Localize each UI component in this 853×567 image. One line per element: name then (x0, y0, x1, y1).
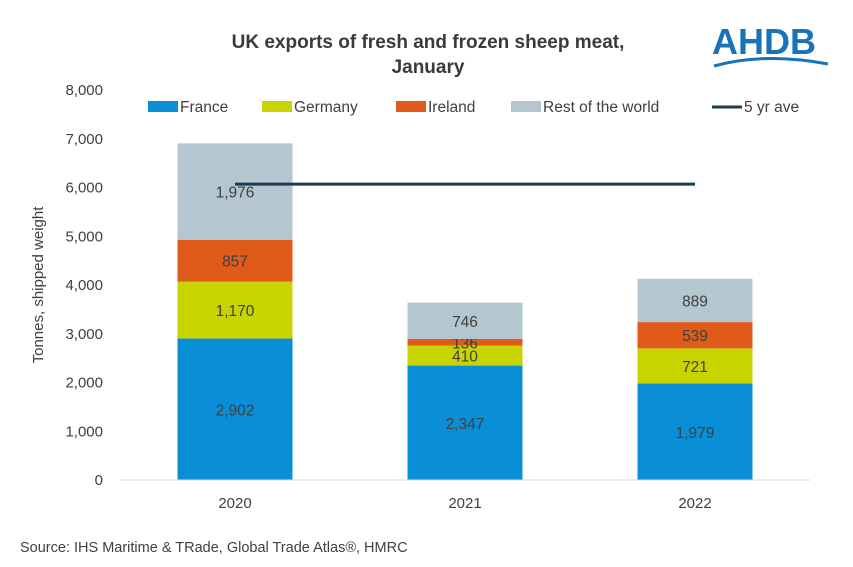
legend-swatch (396, 101, 426, 112)
bar-segment-ireland (407, 338, 523, 346)
bar-segment-france (637, 383, 753, 480)
y-tick-label: 0 (95, 472, 103, 489)
y-tick-label: 2,000 (65, 375, 103, 392)
legend-swatch (148, 101, 178, 112)
y-axis: 0 1,000 2,000 3,000 4,000 5,000 6,000 7,000 8,00… (65, 82, 103, 489)
chart-title-line-2: January (392, 57, 465, 78)
legend-label: 5 yr ave (744, 99, 799, 116)
y-tick-label: 8,000 (65, 82, 103, 99)
y-tick-label: 3,000 (65, 326, 103, 343)
legend-swatch (262, 101, 292, 112)
y-tick-label: 7,000 (65, 131, 103, 148)
bar-segment-rest-of-the-world (637, 278, 753, 323)
legend-label: Rest of the world (543, 99, 659, 116)
x-tick-label: 2021 (448, 495, 481, 512)
x-axis: 2020 2021 2022 (120, 479, 810, 512)
bar-segment-rest-of-the-world (177, 143, 293, 240)
bar-segment-ireland (177, 239, 293, 282)
bar-segment-france (407, 365, 523, 480)
x-tick-label: 2022 (678, 495, 711, 512)
data-label: 2,347 (446, 416, 485, 433)
data-label: 539 (682, 328, 708, 345)
data-label: 889 (682, 293, 708, 310)
chart-title-line-1: UK exports of fresh and frozen sheep mea… (232, 32, 625, 53)
data-label: 746 (452, 314, 478, 331)
logo-swoosh (713, 56, 829, 68)
source-note: Source: IHS Maritime & TRade, Global Tra… (20, 540, 408, 556)
data-label: 857 (222, 254, 248, 271)
bar-segment-germany (407, 345, 523, 366)
y-tick-label: 4,000 (65, 277, 103, 294)
y-axis-title: Tonnes, shipped weight (30, 206, 47, 364)
data-label: 721 (682, 359, 708, 376)
ahdb-logo: AHDB (712, 21, 829, 68)
y-tick-label: 6,000 (65, 180, 103, 197)
legend-label: Germany (294, 99, 358, 116)
bar-segment-rest-of-the-world (407, 302, 523, 339)
y-tick-label: 1,000 (65, 423, 103, 440)
bar-segment-ireland (637, 322, 753, 349)
legend: France Germany Ireland Rest of the world 5 y… (148, 99, 799, 116)
data-label: 410 (452, 349, 478, 366)
bar-segment-france (177, 338, 293, 480)
data-label: 136 (452, 335, 478, 352)
x-tick-label: 2020 (218, 495, 251, 512)
data-label: 1,976 (216, 185, 255, 202)
bar-segment-germany (177, 281, 293, 339)
data-label: 1,979 (676, 425, 715, 442)
logo-wordmark: AHDB (712, 21, 816, 62)
legend-swatch (511, 101, 541, 112)
data-label: 1,170 (216, 303, 255, 320)
legend-label: Ireland (428, 99, 475, 116)
legend-label: France (180, 99, 228, 116)
y-tick-label: 5,000 (65, 228, 103, 245)
bar-segment-germany (637, 348, 753, 384)
data-label: 2,902 (216, 402, 255, 419)
